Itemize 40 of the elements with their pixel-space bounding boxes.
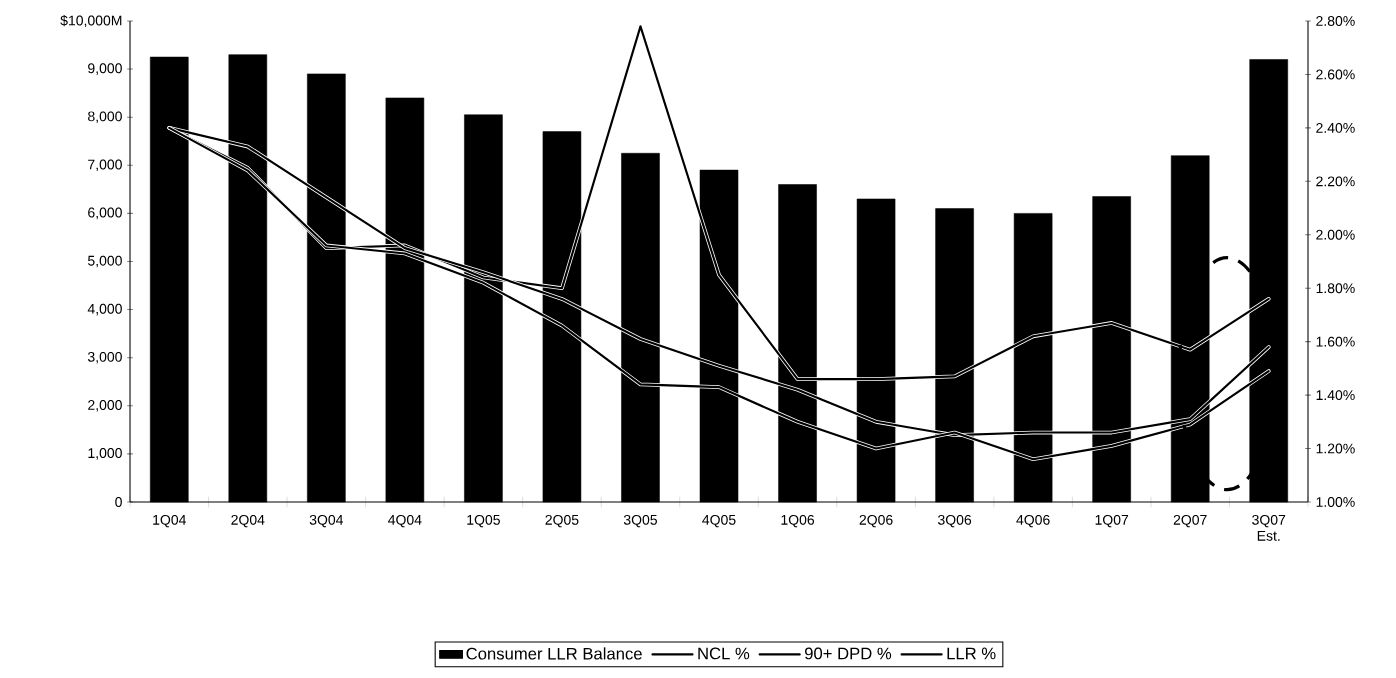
y-tick-label: 6,000 (88, 207, 122, 220)
y2-tick-label: 2.80% (1316, 16, 1355, 26)
legend-label: NCL % (698, 647, 750, 660)
y-tick-label: 0 (115, 497, 122, 507)
x-tick-label: 4Q05 (702, 514, 736, 528)
y-tick-label: 9,000 (88, 63, 122, 75)
x-tick-label: 2Q04 (231, 514, 265, 528)
x-tick-label: 3Q07 Est. (1252, 514, 1286, 541)
x-tick-label: 2Q07 (1173, 514, 1207, 528)
y2-tick-label: 2.00% (1316, 229, 1355, 240)
y-tick-label: 3,000 (87, 351, 122, 364)
y2-tick-label: 1.20% (1316, 443, 1355, 454)
y2-tick-label: 2.40% (1316, 122, 1355, 133)
x-tick-label: 4Q04 (388, 514, 422, 528)
x-tick-label: 2Q06 (859, 514, 893, 528)
y2-tick-label: 1.00% (1316, 497, 1355, 507)
y-tick-label: 4,000 (87, 303, 122, 316)
legend-label: LLR % (947, 647, 996, 660)
y2-tick-label: 1.60% (1316, 336, 1355, 347)
x-tick-label: 3Q06 (938, 514, 972, 528)
x-tick-label: 1Q05 (467, 514, 500, 528)
y-tick-label: 8,000 (88, 111, 122, 123)
y-tick-label: 2,000 (88, 400, 122, 412)
x-tick-label: 1Q04 (153, 514, 186, 528)
x-tick-label: 1Q06 (781, 514, 815, 528)
legend-label: 90+ DPD % (804, 647, 892, 660)
x-tick-label: 2Q05 (545, 514, 579, 528)
y-tick-label: 7,000 (88, 159, 122, 172)
x-tick-label: 3Q04 (309, 514, 344, 528)
y2-tick-label: 2.20% (1316, 176, 1355, 187)
legend-label: Consumer LLR Balance (466, 647, 642, 660)
y2-tick-label: 1.80% (1316, 283, 1355, 294)
y2-tick-label: 2.60% (1316, 69, 1355, 80)
x-tick-label: 3Q05 (623, 514, 657, 528)
x-tick-label: 1Q07 (1095, 514, 1129, 528)
x-tick-label: 4Q06 (1016, 514, 1050, 528)
y-tick-label: 5,000 (87, 255, 122, 268)
y-tick-label: $10,000M (60, 14, 122, 28)
y2-tick-label: 1.40% (1316, 390, 1355, 401)
y-tick-label: 1,000 (88, 448, 122, 460)
